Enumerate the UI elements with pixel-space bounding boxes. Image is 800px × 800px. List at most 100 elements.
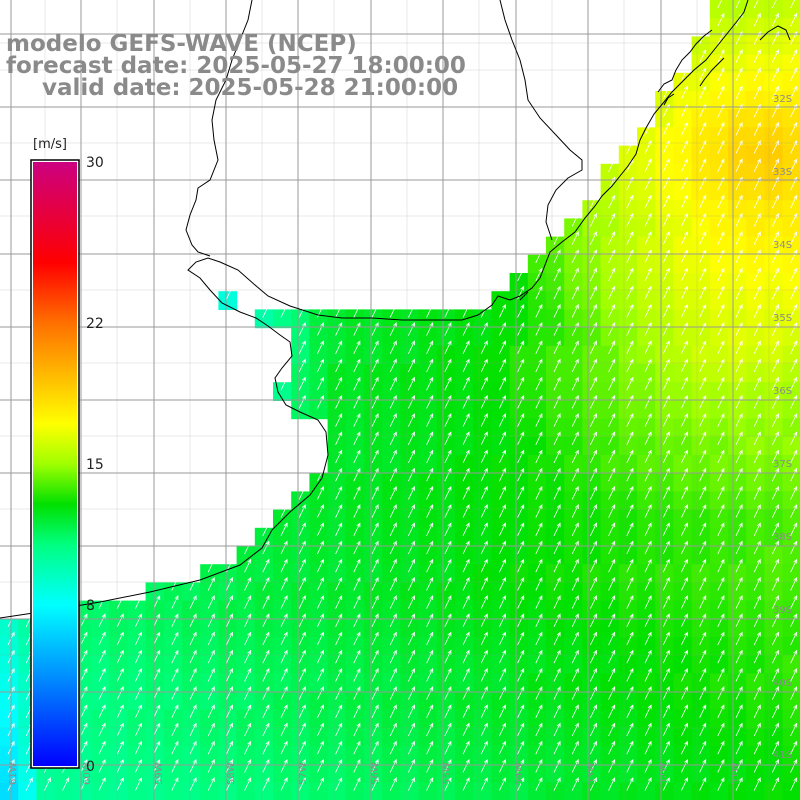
- wind-arrow: [98, 631, 106, 646]
- wind-arrow: [644, 394, 652, 409]
- wind-arrow: [98, 686, 106, 700]
- wind-arrow: [371, 704, 379, 718]
- wind-arrow: [735, 449, 743, 464]
- wind-speed-cell: [527, 564, 547, 583]
- wind-arrow: [535, 413, 543, 427]
- wind-speed-cell: [436, 564, 456, 583]
- wind-arrow: [553, 376, 561, 391]
- wind-arrow: [717, 758, 725, 773]
- wind-speed-cell: [509, 418, 529, 438]
- wind-arrow: [317, 722, 324, 737]
- wind-speed-cell: [145, 709, 165, 729]
- wind-speed-cell: [327, 418, 347, 438]
- wind-arrow: [553, 667, 561, 682]
- wind-speed-cell: [400, 637, 420, 656]
- wind-speed-cell: [364, 473, 383, 492]
- wind-arrow: [262, 649, 270, 664]
- wind-arrow: [317, 558, 324, 573]
- wind-arrow: [480, 631, 488, 646]
- wind-arrow: [353, 558, 361, 573]
- wind-arrow: [153, 686, 161, 700]
- wind-arrow: [298, 376, 306, 391]
- wind-arrow: [335, 704, 343, 718]
- wind-arrow: [353, 449, 361, 464]
- wind-speed-cell: [546, 364, 565, 383]
- wind-speed-cell: [728, 746, 747, 765]
- wind-speed-cell: [163, 618, 183, 638]
- wind-speed-cell: [0, 673, 19, 693]
- wind-speed-cell: [236, 637, 256, 656]
- wind-speed-cell: [291, 782, 310, 800]
- wind-speed-cell: [236, 764, 256, 784]
- wind-speed-cell: [600, 600, 620, 620]
- wind-speed-cell: [527, 418, 547, 438]
- wind-arrow: [772, 540, 779, 555]
- wind-speed-cell: [618, 709, 638, 729]
- wind-speed-cell: [600, 327, 620, 347]
- wind-arrow: [426, 467, 434, 482]
- wind-arrow: [681, 121, 688, 136]
- wind-speed-cell: [728, 637, 747, 656]
- wind-speed-cell: [382, 400, 401, 420]
- wind-arrow: [753, 303, 761, 318]
- wind-speed-cell: [418, 673, 438, 693]
- wind-speed-cell: [273, 782, 292, 800]
- wind-speed-cell: [182, 782, 201, 800]
- wind-speed-cell: [637, 546, 656, 565]
- wind-arrow: [753, 704, 761, 718]
- wind-arrow: [553, 558, 561, 573]
- wind-speed-cell: [418, 364, 438, 383]
- wind-arrow: [790, 303, 798, 318]
- wind-speed-cell: [728, 236, 747, 256]
- wind-speed-cell: [746, 273, 765, 292]
- wind-speed-cell: [637, 364, 656, 383]
- wind-speed-cell: [400, 673, 420, 693]
- wind-arrow: [662, 449, 670, 464]
- wind-arrow: [499, 558, 506, 573]
- wind-speed-cell: [637, 436, 656, 456]
- wind-arrow: [426, 613, 434, 627]
- wind-arrow: [444, 576, 452, 591]
- wind-speed-cell: [728, 564, 747, 583]
- wind-arrow: [116, 740, 124, 755]
- wind-arrow: [772, 49, 779, 63]
- wind-speed-cell: [564, 218, 583, 238]
- wind-arrow: [662, 340, 670, 354]
- wind-arrow: [408, 704, 415, 718]
- wind-arrow: [571, 558, 579, 573]
- colorbar-unit-label: [m/s]: [33, 137, 67, 152]
- wind-arrow: [317, 595, 324, 609]
- wind-speed-cell: [655, 637, 674, 656]
- wind-speed-cell: [655, 218, 674, 238]
- wind-arrow: [262, 540, 270, 555]
- wind-speed-cell: [673, 546, 693, 565]
- wind-speed-cell: [546, 273, 565, 292]
- wind-speed-cell: [491, 600, 511, 620]
- wind-arrow: [553, 522, 561, 536]
- wind-arrow: [517, 613, 525, 627]
- wind-arrow: [226, 686, 233, 700]
- wind-arrow: [626, 522, 634, 536]
- wind-speed-cell: [254, 564, 274, 583]
- latitude-label: 32S: [773, 94, 792, 105]
- wind-arrow: [298, 358, 306, 373]
- wind-arrow: [608, 740, 616, 755]
- wind-arrow: [207, 667, 215, 682]
- wind-speed-cell: [600, 400, 620, 420]
- wind-speed-cell: [163, 746, 183, 765]
- wind-speed-cell: [655, 473, 674, 492]
- wind-speed-cell: [163, 691, 183, 711]
- wind-speed-cell: [618, 291, 638, 310]
- wind-speed-cell: [691, 582, 711, 602]
- wind-arrow: [626, 340, 634, 354]
- wind-speed-cell: [546, 436, 565, 456]
- wind-speed-cell: [746, 145, 765, 165]
- wind-speed-cell: [291, 527, 310, 547]
- wind-arrow: [171, 576, 179, 591]
- wind-speed-cell: [546, 618, 565, 638]
- wind-speed-cell: [273, 309, 292, 329]
- wind-speed-cell: [163, 728, 183, 747]
- wind-speed-cell: [491, 546, 511, 565]
- wind-arrow: [371, 303, 379, 318]
- wind-arrow: [262, 558, 270, 573]
